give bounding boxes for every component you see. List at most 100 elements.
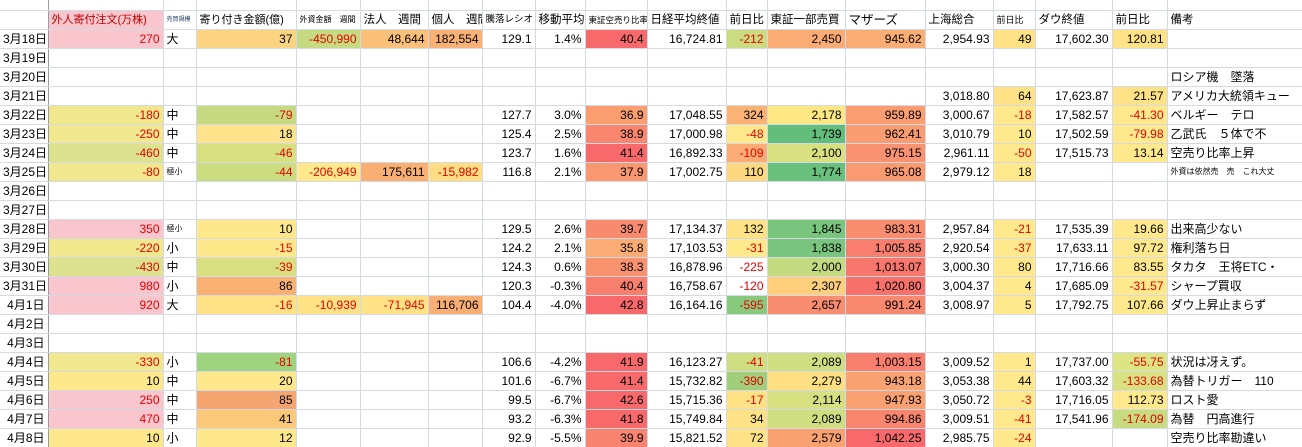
cell-shanghai_chg[interactable]: 44: [993, 371, 1036, 391]
date-cell[interactable]: 3月19日: [0, 48, 49, 68]
cell-ma[interactable]: [535, 200, 586, 220]
cell-gaishi[interactable]: [296, 238, 361, 258]
cell-shanghai[interactable]: [925, 333, 994, 353]
cell-dow[interactable]: 17,737.00: [1035, 352, 1113, 372]
cell-remark[interactable]: [1167, 314, 1302, 334]
corner-header-cell[interactable]: [0, 10, 49, 30]
header-mothers[interactable]: マザーズ: [845, 10, 926, 30]
cell-ma[interactable]: 0.6%: [535, 257, 586, 277]
cell-kojin[interactable]: [428, 181, 483, 201]
cell-shanghai_chg[interactable]: -41: [993, 409, 1036, 429]
cut-off-row-cell[interactable]: [767, 0, 846, 11]
cell-shanghai_chg[interactable]: [993, 67, 1036, 87]
cell-hojin[interactable]: -71,945: [360, 295, 429, 315]
cell-nikkei_chg[interactable]: 72: [726, 428, 768, 447]
cell-short[interactable]: 38.9: [585, 124, 648, 144]
cell-kojin[interactable]: [428, 238, 483, 258]
cell-dow_chg[interactable]: -133.68: [1112, 371, 1168, 391]
cell-kojin[interactable]: [428, 428, 483, 447]
cell-hojin[interactable]: [360, 238, 429, 258]
cell-hojin[interactable]: [360, 409, 429, 429]
cell-shanghai_chg[interactable]: 64: [993, 86, 1036, 106]
cell-ratio[interactable]: [482, 200, 536, 220]
cut-off-row-cell[interactable]: [1035, 0, 1113, 11]
cell-gaishi[interactable]: [296, 105, 361, 125]
date-cell[interactable]: 3月22日: [0, 105, 49, 125]
cell-nikkei_chg[interactable]: 132: [726, 219, 768, 239]
cell-dow_chg[interactable]: [1112, 428, 1168, 447]
cell-shanghai_chg[interactable]: 80: [993, 257, 1036, 277]
cell-ratio[interactable]: 123.7: [482, 143, 536, 163]
header-dow_chg[interactable]: 前日比: [1112, 10, 1168, 30]
cell-nikkei_chg[interactable]: -595: [726, 295, 768, 315]
cell-tse1[interactable]: 1,845: [767, 219, 846, 239]
cell-dow_chg[interactable]: [1112, 181, 1168, 201]
cell-nikkei_chg[interactable]: -41: [726, 352, 768, 372]
cell-shanghai_chg[interactable]: -24: [993, 428, 1036, 447]
cell-ratio[interactable]: 106.6: [482, 352, 536, 372]
cell-nikkei[interactable]: [647, 48, 727, 68]
cell-dow[interactable]: 17,623.87: [1035, 86, 1113, 106]
cell-dow[interactable]: [1035, 48, 1113, 68]
cell-amount[interactable]: [196, 314, 297, 334]
cell-shanghai_chg[interactable]: 49: [993, 29, 1036, 49]
cell-tse1[interactable]: [767, 314, 846, 334]
cell-ratio[interactable]: 124.2: [482, 238, 536, 258]
cell-amount[interactable]: 12: [196, 428, 297, 447]
cell-kojin[interactable]: [428, 314, 483, 334]
date-cell[interactable]: 4月3日: [0, 333, 49, 353]
cell-kojin[interactable]: [428, 276, 483, 296]
cell-order[interactable]: -180: [48, 105, 164, 125]
cell-tse1[interactable]: 2,279: [767, 371, 846, 391]
cell-remark[interactable]: ロスト愛: [1167, 390, 1302, 410]
cell-gaishi[interactable]: [296, 48, 361, 68]
cell-ma[interactable]: 2.1%: [535, 162, 586, 182]
cell-dow[interactable]: [1035, 67, 1113, 87]
cell-remark[interactable]: [1167, 181, 1302, 201]
cell-hojin[interactable]: [360, 333, 429, 353]
cell-mothers[interactable]: 1,005.85: [845, 238, 926, 258]
cell-nikkei_chg[interactable]: 110: [726, 162, 768, 182]
date-cell[interactable]: 4月8日: [0, 428, 49, 447]
date-cell[interactable]: 3月31日: [0, 276, 49, 296]
cell-remark[interactable]: タカタ 王将ETC・: [1167, 257, 1302, 277]
cell-nikkei[interactable]: [647, 200, 727, 220]
header-nikkei[interactable]: 日経平均終値: [647, 10, 727, 30]
cell-scale[interactable]: 中: [163, 371, 197, 391]
cell-gaishi[interactable]: [296, 409, 361, 429]
cell-order[interactable]: -430: [48, 257, 164, 277]
cell-ma[interactable]: -6.3%: [535, 409, 586, 429]
cell-ma[interactable]: 2.6%: [535, 219, 586, 239]
cell-remark[interactable]: 出来高少ない: [1167, 219, 1302, 239]
cell-gaishi[interactable]: [296, 276, 361, 296]
cell-scale[interactable]: 中: [163, 124, 197, 144]
cell-remark[interactable]: 乙武氏 ５体で不: [1167, 124, 1302, 144]
cell-dow[interactable]: 17,603.32: [1035, 371, 1113, 391]
cell-dow_chg[interactable]: [1112, 200, 1168, 220]
cell-ratio[interactable]: [482, 48, 536, 68]
cell-mothers[interactable]: 1,003.15: [845, 352, 926, 372]
cell-amount[interactable]: -81: [196, 352, 297, 372]
cut-off-row-cell[interactable]: [585, 0, 648, 11]
date-cell[interactable]: 3月20日: [0, 67, 49, 87]
cell-kojin[interactable]: [428, 219, 483, 239]
cell-order[interactable]: 270: [48, 29, 164, 49]
cell-nikkei[interactable]: 16,758.67: [647, 276, 727, 296]
cell-remark[interactable]: 為替トリガー 110: [1167, 371, 1302, 391]
cell-dow_chg[interactable]: [1112, 314, 1168, 334]
cell-ratio[interactable]: [482, 333, 536, 353]
cut-off-row-cell[interactable]: [48, 0, 164, 11]
cut-off-row-cell[interactable]: [482, 0, 536, 11]
cell-hojin[interactable]: [360, 181, 429, 201]
cell-dow[interactable]: [1035, 162, 1113, 182]
date-cell[interactable]: 3月27日: [0, 200, 49, 220]
cell-scale[interactable]: 小: [163, 276, 197, 296]
header-amount[interactable]: 寄り付き金額(億): [196, 10, 297, 30]
date-cell[interactable]: 4月4日: [0, 352, 49, 372]
cell-shanghai[interactable]: 3,004.37: [925, 276, 994, 296]
cell-hojin[interactable]: [360, 67, 429, 87]
cell-hojin[interactable]: [360, 143, 429, 163]
cell-tse1[interactable]: 2,450: [767, 29, 846, 49]
cell-ma[interactable]: 3.0%: [535, 105, 586, 125]
cell-tse1[interactable]: 2,178: [767, 105, 846, 125]
